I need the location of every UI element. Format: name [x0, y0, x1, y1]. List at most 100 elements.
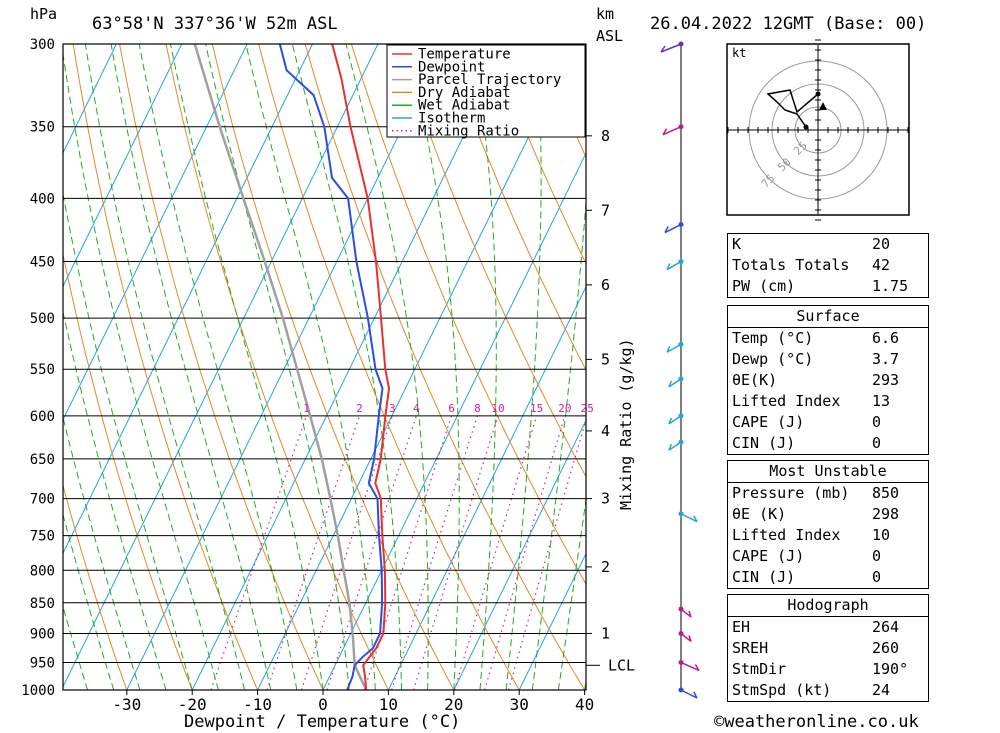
- surface-label: Temp (°C): [732, 329, 814, 347]
- km-tick-label: 4: [601, 422, 610, 440]
- surface-value: 0: [872, 434, 882, 452]
- pressure-tick-label: 350: [30, 120, 55, 136]
- surface-panel: Surface Temp (°C) 6.6 Dewp (°C) 3.7 θE(K) 293…: [727, 305, 929, 455]
- most-unstable-value: 298: [872, 505, 900, 523]
- wind-level-dot: [678, 259, 684, 265]
- km-tick-label: 3: [601, 490, 610, 508]
- hodograph-stat-label: StmSpd (kt): [732, 681, 832, 699]
- km-tick-label: 1: [601, 624, 610, 642]
- location-title: 63°58'N 337°36'W 52m ASL: [92, 14, 338, 34]
- most-unstable-row: Lifted Index 10: [728, 525, 928, 546]
- legend-label: Parcel Trajectory: [418, 72, 561, 88]
- pressure-tick-label: 450: [30, 255, 55, 271]
- legend-label: Dewpoint: [418, 59, 485, 75]
- hodograph-stats-title: Hodograph: [787, 596, 869, 614]
- temperature-line: [331, 44, 391, 690]
- most-unstable-value: 0: [872, 568, 882, 586]
- wet-adiabat-line: [110, 44, 272, 690]
- surface-label: Lifted Index: [732, 392, 841, 410]
- legend-label: Wet Adiabat: [418, 98, 511, 114]
- most-unstable-value: 10: [872, 526, 891, 544]
- isotherm-line: [322, 152, 586, 690]
- km-tick-label: 2: [601, 558, 610, 576]
- hodograph-stat-value: 24: [872, 681, 891, 699]
- hodograph-stat-label: StmDir: [732, 660, 787, 678]
- mixing-ratio-line: [266, 415, 361, 690]
- wet-adiabat-line: [205, 44, 350, 690]
- hodograph-stat-value: 264: [872, 618, 900, 636]
- index-label: PW (cm): [732, 277, 796, 295]
- wind-level-dot: [678, 41, 684, 47]
- wet-adiabat-line: [557, 496, 586, 690]
- surface-row: Dewp (°C) 3.7: [728, 349, 928, 370]
- surface-value: 0: [872, 413, 882, 431]
- index-row: Totals Totals 42: [728, 255, 928, 276]
- wind-level-dot: [678, 606, 684, 612]
- index-value: 1.75: [872, 277, 909, 295]
- wind-barb-flag: [666, 263, 671, 270]
- mixing-ratio-line: [413, 415, 499, 690]
- mixing-ratio-label: 25: [581, 402, 594, 415]
- wind-level-dot: [678, 511, 684, 517]
- legend-label: Isotherm: [418, 111, 485, 127]
- surface-row: Lifted Index 13: [728, 391, 928, 412]
- mixing-ratio-line: [300, 415, 393, 690]
- most-unstable-value: 850: [872, 484, 900, 502]
- pressure-tick-label: 800: [30, 563, 55, 579]
- parcel-trajectory-line: [193, 44, 368, 690]
- wind-barb: [680, 689, 698, 699]
- dry-adiabat-line: [443, 44, 586, 371]
- most-unstable-row: Pressure (mb) 850: [728, 482, 928, 504]
- temperature-tick-label: 30: [510, 695, 529, 714]
- pressure-tick-label: 1000: [21, 683, 55, 699]
- pressure-tick-label: 750: [30, 529, 55, 545]
- wet-adiabat-line: [170, 44, 324, 690]
- index-value: 20: [872, 235, 891, 253]
- most-unstable-label: Lifted Index: [732, 526, 841, 544]
- wet-adiabat-line: [63, 191, 193, 690]
- wet-adiabat-line: [63, 605, 89, 690]
- temperature-tick-label: -30: [112, 695, 141, 714]
- dewpoint-line: [278, 44, 384, 690]
- dry-adiabat-line: [490, 44, 586, 265]
- most-unstable-row: θE (K) 298: [728, 504, 928, 525]
- hodograph-point: [803, 124, 809, 130]
- x-axis-title: Dewpoint / Temperature (°C): [184, 712, 460, 732]
- isotherm-line: [257, 44, 575, 690]
- hodograph-stat-label: SREH: [732, 639, 769, 657]
- surface-row: CAPE (J) 0: [728, 412, 928, 433]
- temperature-tick-label: 40: [575, 695, 594, 714]
- surface-value: 3.7: [872, 350, 900, 368]
- index-value: 42: [872, 256, 891, 274]
- surface-row: θE(K) 293: [728, 370, 928, 391]
- hodograph-stat-row: EH 264: [728, 616, 928, 638]
- most-unstable-label: CAPE (J): [732, 547, 805, 565]
- isotherm-line: [63, 44, 183, 288]
- wind-level-dot: [678, 439, 684, 445]
- most-unstable-row: CAPE (J) 0: [728, 546, 928, 567]
- wind-barb: [666, 343, 682, 353]
- wet-adiabat-line: [505, 44, 542, 690]
- wind-level-dot: [678, 341, 684, 347]
- pressure-tick-label: 500: [30, 311, 55, 327]
- hodograph-point: [815, 91, 821, 97]
- mixing-ratio-line: [454, 415, 538, 690]
- temperature-tick-label: 20: [444, 695, 463, 714]
- wind-barb-flag: [666, 345, 671, 353]
- mixing-ratio-line: [508, 418, 586, 690]
- isotherm-line: [453, 419, 586, 690]
- temperature-tick-label: -10: [243, 695, 272, 714]
- surface-label: CAPE (J): [732, 413, 805, 431]
- km-tick-label: 7: [601, 201, 610, 219]
- wind-level-dot: [678, 376, 684, 382]
- wind-barb-flag: [660, 45, 666, 53]
- surface-row: CIN (J) 0: [728, 433, 928, 454]
- dry-adiabat-line: [211, 44, 455, 690]
- wind-barb-flag: [693, 515, 698, 523]
- mixing-ratio-axis-title: Mixing Ratio (g/kg): [617, 338, 635, 510]
- pressure-tick-label: 850: [30, 596, 55, 612]
- lcl-label: LCL: [608, 656, 635, 674]
- most-unstable-value: 0: [872, 547, 882, 565]
